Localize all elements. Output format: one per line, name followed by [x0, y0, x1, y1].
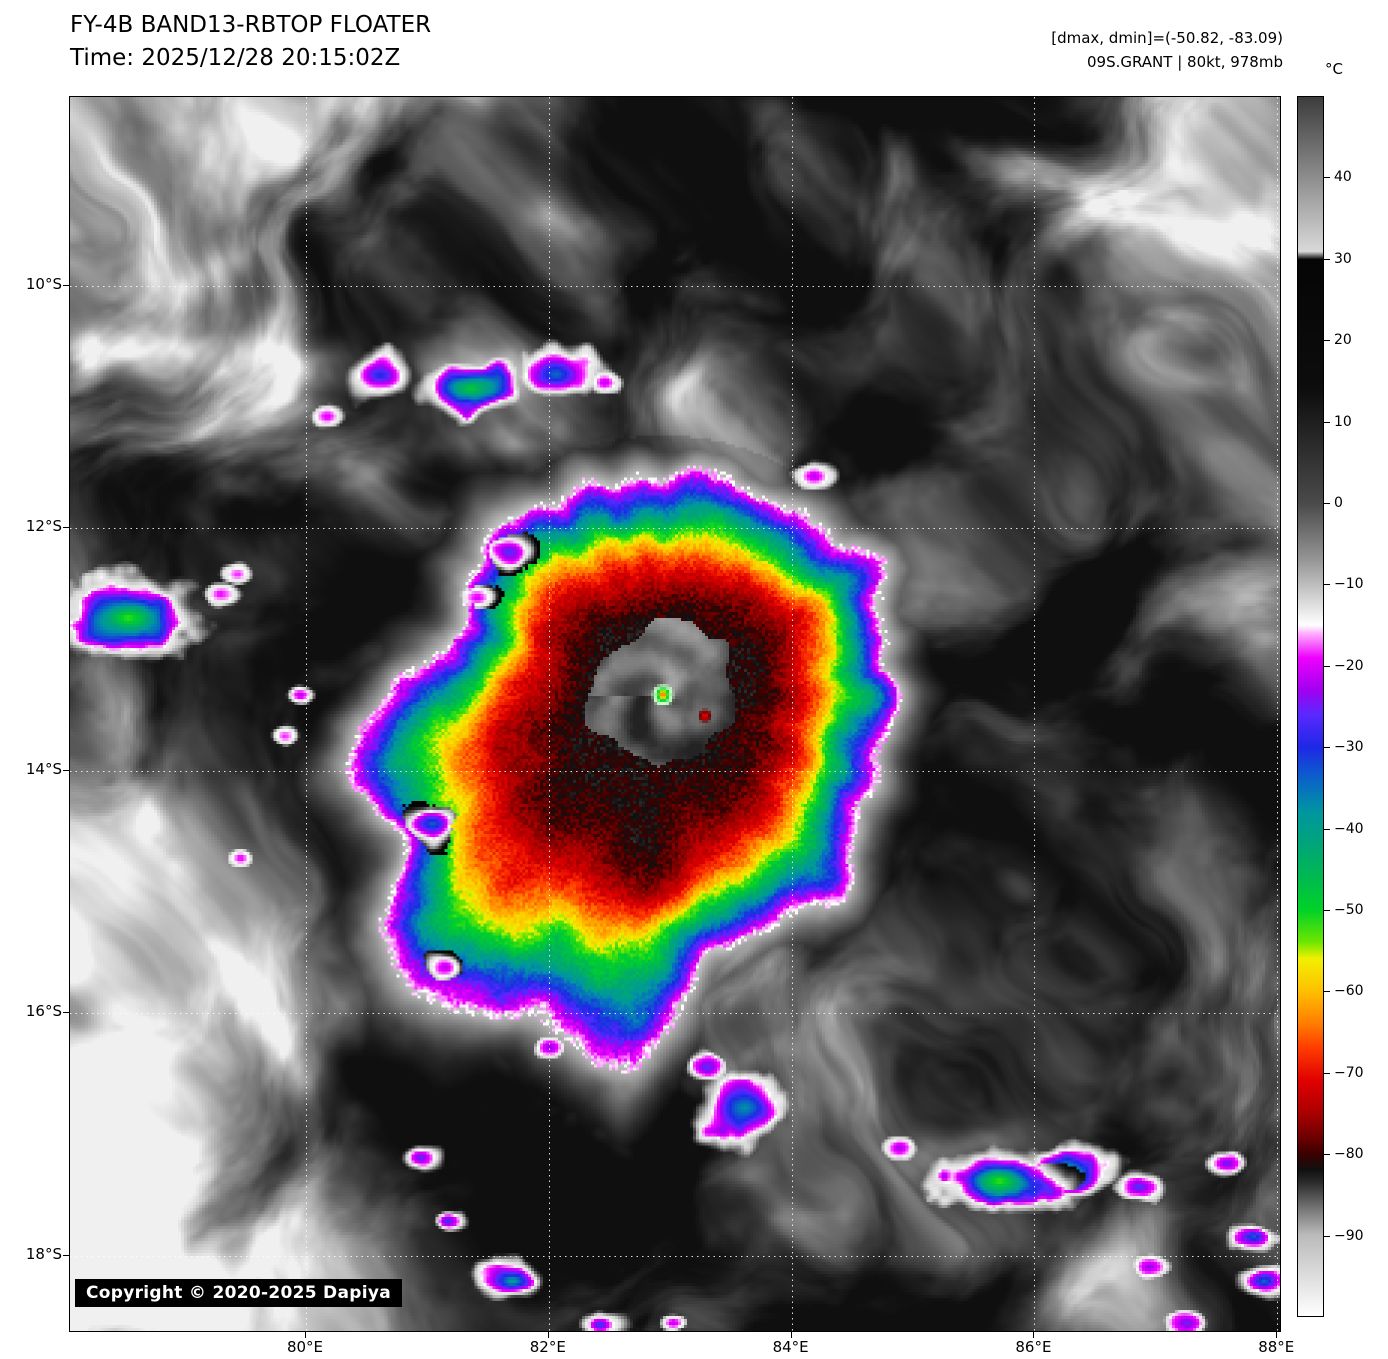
colorbar-tick-label: 40: [1334, 169, 1352, 186]
colorbar-tick-mark: [1324, 258, 1330, 260]
colorbar-tick-mark: [1324, 340, 1330, 342]
colorbar-tick-mark: [1324, 503, 1330, 504]
colorbar-tick-mark: [1324, 910, 1330, 911]
lon-tick-label: 88°E: [1258, 1338, 1295, 1356]
lat-tick-mark: [63, 1012, 69, 1014]
colorbar-tick-mark: [1324, 828, 1330, 830]
colorbar-tick-label: 0: [1334, 495, 1343, 511]
colorbar-tick-label: −90: [1334, 1227, 1364, 1244]
longitude-gridline: [548, 97, 550, 1331]
lat-tick-label: 16°S: [25, 1002, 62, 1021]
satellite-canvas: [70, 97, 1280, 1331]
dmax-dmin-readout: [dmax, dmin]=(-50.82, -83.09): [1051, 29, 1283, 47]
lon-tick-label: 80°E: [286, 1338, 324, 1356]
colorbar-tick-mark: [1324, 665, 1330, 667]
satellite-map: Copyright © 2020-2025 Dapiya: [69, 96, 1281, 1332]
colorbar-tick-mark: [1324, 584, 1330, 586]
lon-tick-label: 82°E: [529, 1338, 566, 1356]
grid-overlay: [70, 97, 1280, 1331]
colorbar-tick-mark: [1324, 421, 1330, 423]
colorbar-tick-mark: [1324, 1072, 1330, 1074]
colorbar-tick-mark: [1324, 747, 1330, 749]
header-readouts: [dmax, dmin]=(-50.82, -83.09) 09S.GRANT …: [1051, 26, 1283, 74]
colorbar: [1297, 96, 1324, 1317]
lat-tick-mark: [63, 527, 69, 529]
longitude-gridline: [306, 97, 307, 1331]
lat-tick-mark: [63, 1254, 69, 1256]
colorbar-tick-label: −70: [1334, 1064, 1364, 1081]
longitude-gridline: [1034, 97, 1036, 1331]
colorbar-tick-label: 10: [1334, 413, 1352, 430]
colorbar-tick-label: −40: [1334, 820, 1364, 837]
colorbar-tick-label: −50: [1334, 902, 1364, 918]
colorbar-gradient: [1298, 97, 1323, 1316]
storm-intensity-readout: 09S.GRANT | 80kt, 978mb: [1086, 53, 1283, 71]
lon-tick-mark: [790, 1332, 792, 1338]
lat-tick-label: 18°S: [25, 1244, 62, 1263]
lon-tick-mark: [305, 1332, 306, 1338]
colorbar-tick-mark: [1324, 1235, 1330, 1237]
colorbar-tick-mark: [1324, 177, 1330, 179]
colorbar-tick-label: −30: [1334, 739, 1364, 756]
colorbar-tick-label: 30: [1334, 250, 1352, 267]
lat-tick-label: 10°S: [25, 274, 62, 293]
latitude-gridline: [70, 770, 1280, 772]
lon-tick-mark: [547, 1332, 549, 1338]
timestamp-label: Time: 2025/12/28 20:15:02Z: [70, 45, 401, 71]
colorbar-tick-mark: [1324, 1154, 1330, 1156]
page-title: FY-4B BAND13-RBTOP FLOATER: [70, 12, 432, 38]
lat-tick-mark: [63, 284, 69, 286]
colorbar-tick-label: −10: [1334, 576, 1364, 593]
lat-tick-label: 12°S: [25, 517, 62, 536]
colorbar-tick-label: −20: [1334, 657, 1364, 674]
latitude-gridline: [70, 528, 1280, 530]
longitude-gridline: [1277, 97, 1279, 1331]
longitude-gridline: [791, 97, 793, 1331]
colorbar-tick-label: −80: [1334, 1146, 1364, 1163]
lon-tick-label: 86°E: [1015, 1338, 1052, 1356]
colorbar-tick-mark: [1324, 991, 1330, 993]
latitude-gridline: [70, 1255, 1280, 1257]
lat-tick-mark: [63, 769, 69, 771]
latitude-gridline: [70, 1013, 1280, 1015]
latitude-gridline: [70, 285, 1280, 287]
lon-tick-label: 84°E: [772, 1338, 809, 1356]
lat-tick-label: 14°S: [25, 759, 62, 778]
colorbar-tick-label: 20: [1334, 332, 1352, 349]
colorbar-tick-label: −60: [1334, 983, 1364, 1000]
colorbar-unit-label: °C: [1325, 60, 1343, 78]
copyright-badge: Copyright © 2020-2025 Dapiya: [75, 1279, 402, 1307]
lon-tick-mark: [1276, 1332, 1278, 1338]
lon-tick-mark: [1033, 1332, 1035, 1338]
